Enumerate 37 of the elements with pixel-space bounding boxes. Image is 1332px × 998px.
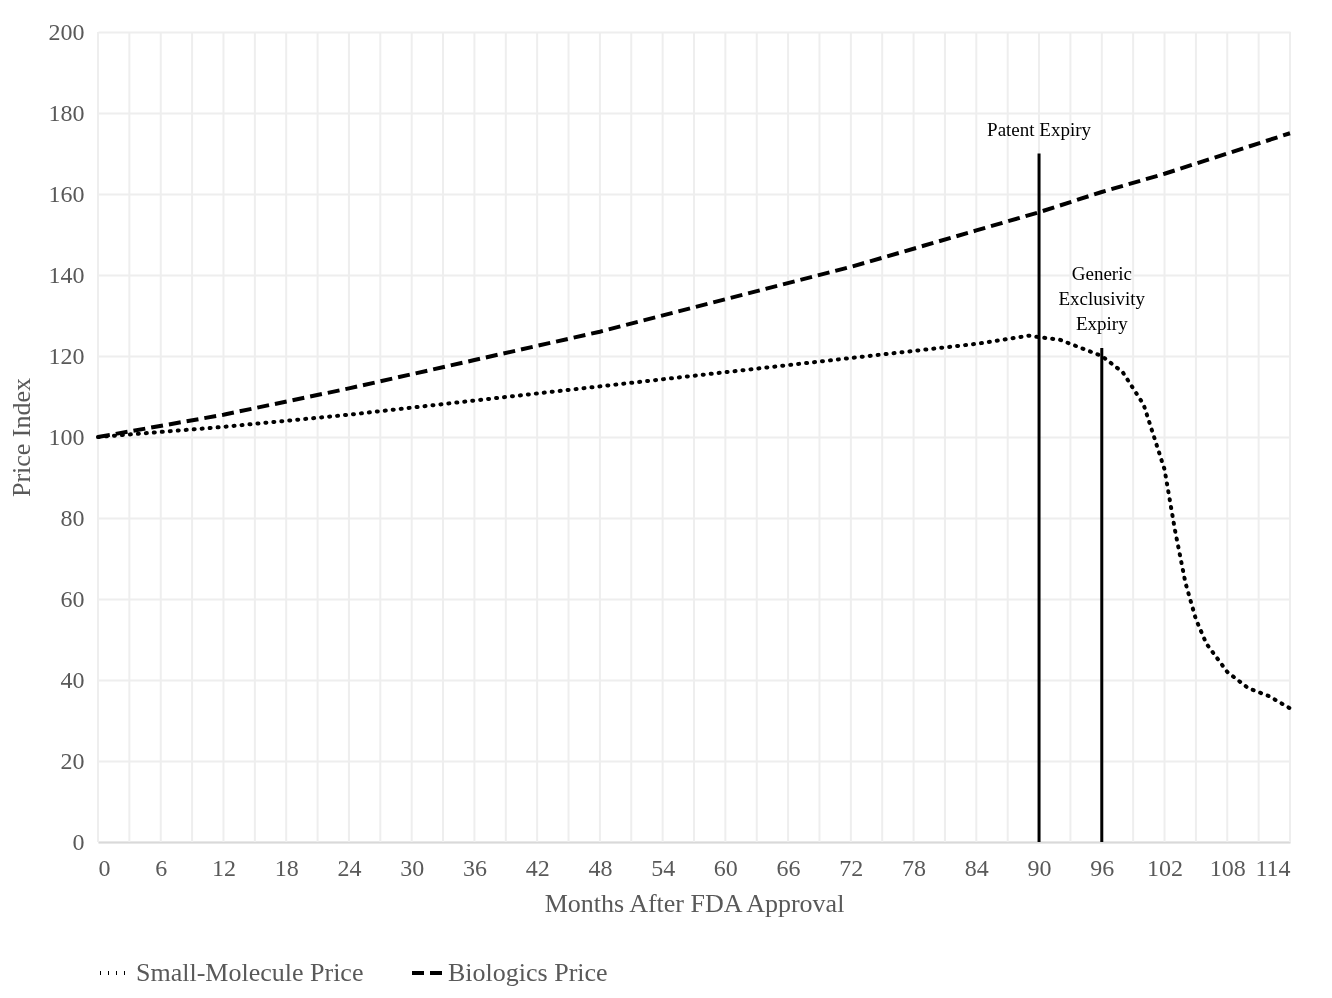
text: Generic Exclusivity Expiry xyxy=(1058,262,1146,334)
x-tick-label: 54 xyxy=(651,854,676,881)
y-axis-title: Price Index xyxy=(6,377,36,498)
y-tick-label: 140 xyxy=(48,261,85,288)
x-tick-label: 30 xyxy=(400,854,425,881)
x-tick-label: 66 xyxy=(776,854,801,881)
legend-label: Biologics Price xyxy=(448,958,608,987)
x-tick-label: 78 xyxy=(902,854,927,881)
x-tick-label: 48 xyxy=(588,854,613,881)
y-tick-label: 160 xyxy=(48,180,85,207)
x-tick-label: 36 xyxy=(462,854,487,881)
y-tick-label: 200 xyxy=(48,18,85,45)
y-tick-label: 80 xyxy=(60,504,85,531)
y-tick-label: 180 xyxy=(48,99,85,126)
x-tick-label: 18 xyxy=(274,854,299,881)
x-tick-label: 102 xyxy=(1147,854,1184,881)
x-axis-title: Months After FDA Approval xyxy=(544,888,845,918)
x-tick-label: 96 xyxy=(1090,854,1115,881)
series-label: Patent Expiry xyxy=(987,118,1092,140)
x-tick-label: 42 xyxy=(525,854,550,881)
y-tick-label: 20 xyxy=(60,747,85,774)
x-tick-label: 6 xyxy=(155,854,168,881)
x-tick-label: 72 xyxy=(839,854,864,881)
y-tick-label: 60 xyxy=(60,585,85,612)
x-tick-label: 24 xyxy=(337,854,362,881)
y-tick-label: 120 xyxy=(48,342,85,369)
x-tick-label: 114 xyxy=(1255,854,1291,881)
y-tick-label: 0 xyxy=(72,828,85,855)
x-tick-label: 60 xyxy=(713,854,738,881)
legend-label: Small-Molecule Price xyxy=(136,958,364,987)
x-tick-label: 84 xyxy=(964,854,989,881)
x-tick-label: 108 xyxy=(1209,854,1246,881)
x-tick-label: 90 xyxy=(1027,854,1052,881)
y-tick-label: 100 xyxy=(48,423,85,450)
x-tick-label: 0 xyxy=(98,854,111,881)
y-tick-label: 40 xyxy=(60,666,85,693)
x-tick-label: 12 xyxy=(211,854,236,881)
